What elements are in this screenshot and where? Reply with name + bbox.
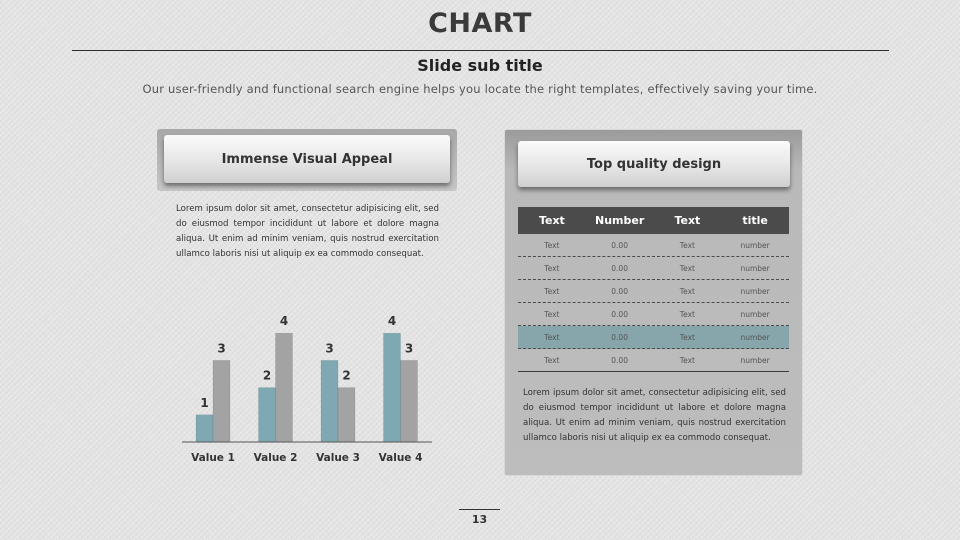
table-row: Text 0.00 Text number — [518, 349, 789, 372]
bar-value-2-series-2 — [275, 332, 293, 443]
table-cell: Text — [544, 240, 560, 250]
bar-value-4-series-2 — [400, 360, 418, 443]
table-cell: 0.00 — [611, 240, 628, 250]
bar-data-label: 2 — [342, 369, 350, 383]
table-cell: Text — [544, 355, 560, 365]
bar-data-label: 3 — [405, 341, 413, 355]
category-label: Value 3 — [316, 452, 360, 464]
table-cell: number — [740, 355, 770, 365]
bar-value-4-series-1 — [383, 332, 401, 443]
table-row-highlighted: Text 0.00 Text number — [518, 326, 789, 349]
table-header-cell: Number — [594, 214, 645, 227]
data-table: Text Number Text title Text 0.00 Text nu… — [518, 207, 789, 372]
chart-bars — [195, 332, 418, 443]
table-row: Text 0.00 Text number — [518, 280, 789, 303]
table-cell: Text — [679, 332, 695, 342]
slide-title: CHART — [428, 8, 532, 39]
bar-value-1-series-2 — [212, 360, 231, 443]
table-cell: 0.00 — [611, 286, 628, 296]
bar-data-label: 4 — [280, 314, 288, 328]
bar-value-2-series-1 — [258, 387, 276, 443]
category-label: Value 1 — [191, 452, 235, 464]
title-divider — [72, 50, 889, 51]
immense-visual-appeal-button[interactable]: Immense Visual Appeal — [164, 135, 450, 183]
top-quality-design-button[interactable]: Top quality design — [518, 141, 790, 187]
table-cell: Text — [544, 332, 560, 342]
table-cell: Text — [544, 286, 560, 296]
table-cell: number — [740, 240, 770, 250]
left-paragraph: Lorem ipsum dolor sit amet, consectetur … — [176, 204, 439, 259]
table-cell: 0.00 — [611, 309, 628, 319]
bar-value-1-series-1 — [195, 414, 214, 443]
bar-value-3-series-2 — [337, 387, 356, 443]
bar-data-label: 2 — [263, 369, 271, 383]
bar-data-label: 3 — [325, 341, 333, 355]
table-cell: Text — [544, 309, 560, 319]
table-cell: 0.00 — [611, 332, 628, 342]
table-cell: 0.00 — [611, 355, 628, 365]
table-cell: Text — [679, 286, 695, 296]
table-row: Text 0.00 Text number — [518, 257, 789, 280]
table-cell: Text — [679, 355, 695, 365]
table-cell: 0.00 — [611, 263, 628, 273]
table-cell: Text — [544, 263, 560, 273]
bar-data-label: 3 — [217, 341, 225, 355]
table-cell: Text — [679, 309, 695, 319]
table-cell: number — [740, 332, 770, 342]
table-cell: number — [740, 263, 770, 273]
bar-data-label: 4 — [388, 314, 396, 328]
slide-tagline: Our user-friendly and functional search … — [142, 82, 818, 96]
table-row: Text 0.00 Text number — [518, 234, 789, 257]
page-number: 13 — [471, 513, 488, 526]
table-cell: Text — [679, 240, 695, 250]
table-cell: Text — [679, 263, 695, 273]
category-label: Value 4 — [379, 452, 423, 464]
table-header-cell: Text — [674, 214, 701, 227]
bar-data-label: 1 — [200, 396, 208, 410]
category-label: Value 2 — [254, 452, 298, 464]
slide-subtitle: Slide sub title — [417, 56, 543, 75]
table-header: Text Number Text title — [518, 207, 789, 234]
page-number-rule — [459, 509, 500, 510]
bar-value-3-series-1 — [320, 360, 339, 443]
table-header-cell: Text — [538, 214, 565, 227]
table-row: Text 0.00 Text number — [518, 303, 789, 326]
right-paragraph: Lorem ipsum dolor sit amet, consectetur … — [523, 388, 786, 443]
table-cell: number — [740, 309, 770, 319]
table-cell: number — [740, 286, 770, 296]
table-header-cell: title — [742, 214, 768, 227]
